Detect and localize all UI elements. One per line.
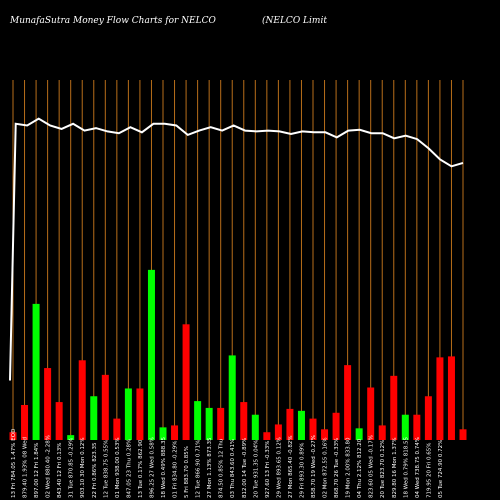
money-flow-bar (136, 388, 144, 440)
money-flow-bar (424, 396, 432, 440)
money-flow-bar (124, 388, 132, 440)
money-flow-bar (401, 414, 409, 440)
money-flow-bar (355, 428, 363, 440)
x-tick-label: 18 Wed 0.79% 818.55 (403, 437, 409, 498)
money-flow-bar (332, 412, 340, 440)
money-flow-bar (321, 429, 329, 440)
money-flow-bar (194, 401, 202, 440)
x-tick-label: 829.80 16 Mon 1.37% (392, 437, 398, 498)
money-flow-bar (32, 303, 40, 440)
x-tick-label: 27 Mon 865.40 -0.82% (288, 435, 294, 498)
x-tick-label: 12 Tue 838.75 0.55% (103, 440, 109, 498)
money-flow-bar (344, 365, 352, 440)
x-tick-label: 18 Wed 0.49% 888.35 (161, 437, 167, 498)
money-flow-bar (251, 414, 259, 440)
x-tick-label: 719.95 20 Fri 0.65% (426, 442, 432, 498)
money-flow-bar (228, 355, 236, 440)
x-tick-label: 896.25 27 Wed 0.58% (149, 437, 155, 498)
x-tick-label: 879.40 1.93% 08 Wed (23, 437, 29, 498)
x-tick-label: 19 Mon 2.00% 833.80 (346, 437, 352, 498)
x-tick-label: 29 Wed 893.65 0.12% (276, 437, 282, 498)
money-flow-bar (447, 356, 455, 440)
x-tick-label: 05 Tue 724.90 0.72% (438, 440, 444, 498)
money-flow-bar (378, 425, 386, 440)
money-flow-bar (78, 360, 86, 440)
money-flow-bar (44, 368, 52, 440)
money-flow-bar (309, 418, 317, 440)
money-flow-bar (67, 435, 75, 440)
money-flow-bar (101, 374, 109, 440)
x-tick-label: 903.10 30 Mon 0.12% (80, 437, 86, 498)
money-flow-bar (286, 408, 294, 440)
money-flow-bar (413, 414, 421, 440)
x-tick-label: 20 Tue 823.70 0.12% (380, 440, 386, 498)
money-flow-bar (171, 425, 179, 440)
x-tick-label: 12 Tue 866.90 0.71% (196, 440, 202, 498)
x-tick-label: 13 Fri 784.05 1.47% EOD (11, 429, 17, 498)
x-tick-label: 874.50 0.85% 12 Thu (219, 439, 225, 498)
money-flow-bar (263, 432, 271, 440)
x-tick-label: 20 Tue 931.35 0.04% (253, 440, 259, 498)
money-flow-bar (90, 396, 98, 440)
x-tick-label: 04 Thu 2.12% 812.20 (357, 438, 363, 498)
money-flow-bar (205, 407, 213, 440)
x-tick-label: 823.60 05 Wed -0.17% (369, 435, 375, 498)
money-flow-bar (9, 432, 17, 440)
x-tick-label: 812.00 14 Tue -0.89% (242, 438, 248, 498)
x-tick-label: 02 Wed 880.40 -2.28% (46, 435, 52, 498)
x-tick-label: 847.05 23 Thu 0.28% (126, 439, 132, 498)
x-tick-label: 22 Fri 0.86% 823.35 (92, 442, 98, 498)
x-tick-label: 31 Tue 870.85 -0.29% (69, 438, 75, 498)
x-tick-label: 897.00 12 Fri 1.84% (34, 442, 40, 498)
money-flow-bar (217, 407, 225, 440)
money-flow-bar (182, 324, 190, 440)
money-flow-bar (113, 418, 121, 440)
x-tick-label: 01 Fri 834.80 -0.29% (173, 441, 179, 499)
chart-title: MunafaSutra Money Flow Charts for NELCO (10, 16, 216, 26)
x-tick-label: 927.60 13 Fri -0.33% (265, 441, 271, 499)
chart-subtitle: (NELCO Limit (262, 16, 327, 26)
x-tick-label: 843.40 12 Fri 0.13% (57, 442, 63, 498)
x-tick-label: 13 Tue 0.17% 862.90 (138, 439, 144, 498)
money-flow-bar (21, 405, 29, 440)
money-flow-bar (367, 387, 375, 440)
x-tick-label: 03 Thu 843.60 0.41% (230, 439, 236, 498)
money-flow-bar (159, 427, 167, 440)
money-flow-bar (55, 402, 63, 440)
money-flow-bar (390, 375, 398, 440)
x-tick-label: 02 Mon 872.55 0.16% (323, 437, 329, 498)
money-flow-bar (459, 429, 467, 440)
money-flow-bar (274, 424, 282, 440)
x-tick-label: 27 Mon 1.13% 873.35 (207, 437, 213, 498)
money-flow-bar (147, 269, 155, 440)
x-tick-label: 858.70 19 Wed -0.27% (311, 435, 317, 498)
x-tick-label: 04 Wed 738.75 0.74% (415, 437, 421, 498)
money-flow-bar (240, 402, 248, 440)
x-tick-label: 29 Fri 893.30 0.89% (299, 442, 305, 498)
x-tick-label: 5 Fri 883.70 0.85% (184, 446, 190, 498)
x-tick-label: 01 Mon 938.00 0.53% (115, 437, 121, 498)
money-flow-bar (436, 357, 444, 440)
price-line (9, 117, 464, 381)
x-tick-label: 868.70 26 Tue -0.33% (334, 438, 340, 498)
money-flow-bar (297, 410, 305, 440)
